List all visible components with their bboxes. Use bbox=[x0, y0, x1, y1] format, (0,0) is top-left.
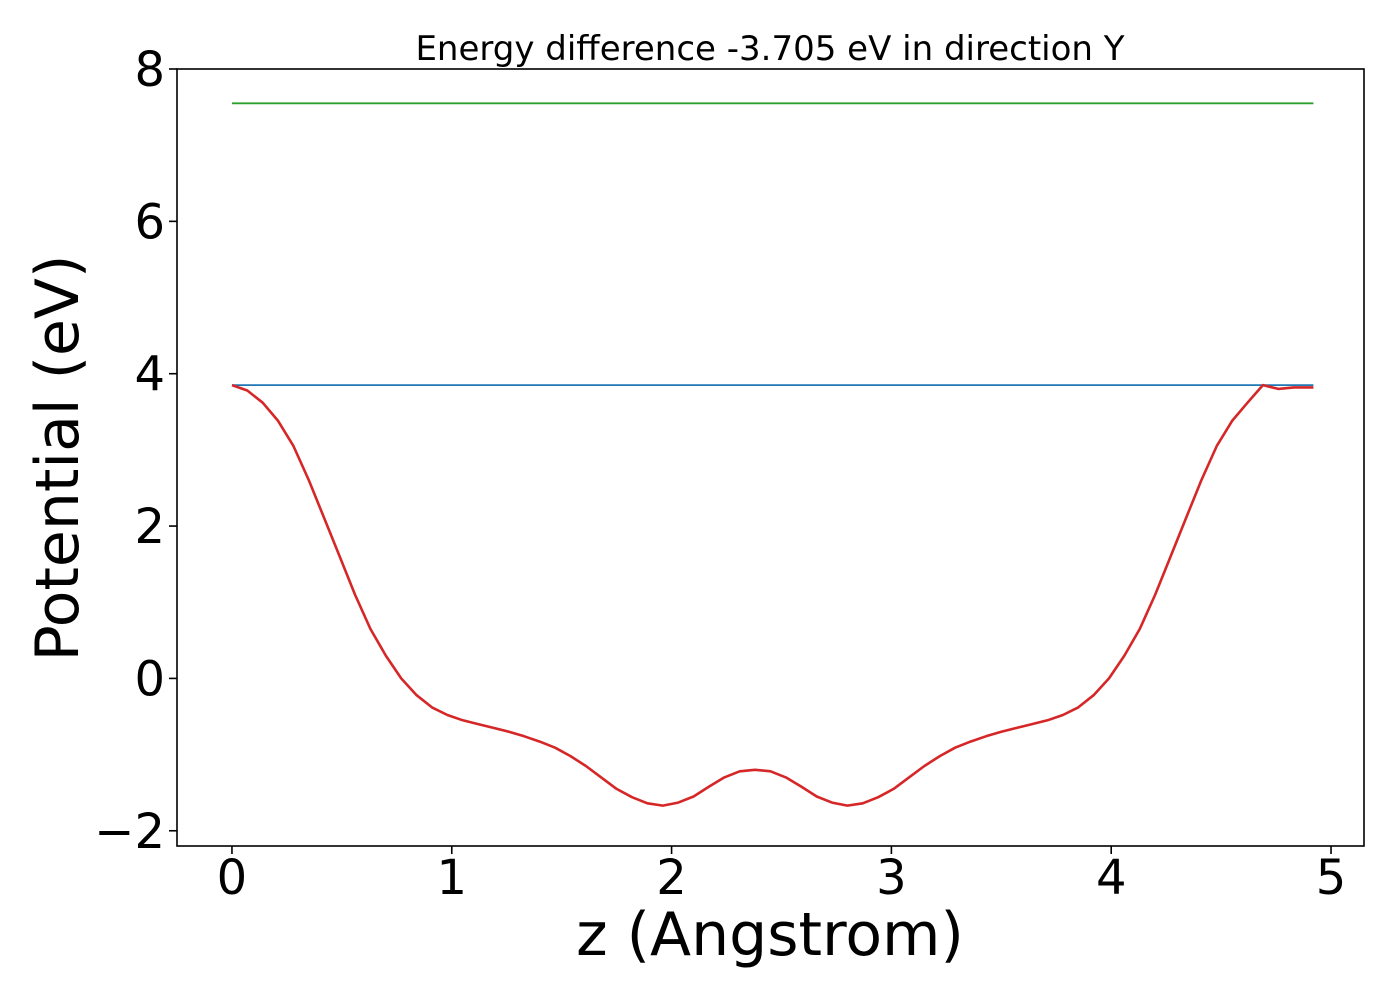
y-tick-label: 8 bbox=[134, 42, 165, 98]
plot-lines bbox=[231, 102, 1314, 807]
y-tick-label: −2 bbox=[94, 804, 165, 860]
y-axis-ticks: −2 0 2 4 6 8 bbox=[94, 42, 177, 860]
x-tick-label: 0 bbox=[217, 850, 248, 906]
x-axis-label: z (Angstrom) bbox=[576, 900, 964, 970]
y-axis-label: Potential (eV) bbox=[23, 255, 93, 662]
x-tick-label: 5 bbox=[1316, 850, 1347, 906]
x-tick-label: 3 bbox=[876, 850, 907, 906]
series-line-2 bbox=[231, 383, 1314, 807]
y-tick-label: 6 bbox=[134, 194, 165, 250]
y-tick-label: 0 bbox=[134, 651, 165, 707]
x-tick-label: 1 bbox=[436, 850, 467, 906]
y-tick-label: 2 bbox=[134, 499, 165, 555]
plot-frame bbox=[176, 68, 1365, 847]
chart-title: Energy difference -3.705 eV in direction… bbox=[415, 29, 1124, 69]
y-tick-label: 4 bbox=[134, 347, 165, 403]
x-axis-ticks: 0 1 2 3 4 5 bbox=[217, 846, 1347, 906]
x-tick-label: 2 bbox=[656, 850, 687, 906]
x-tick-label: 4 bbox=[1096, 850, 1127, 906]
